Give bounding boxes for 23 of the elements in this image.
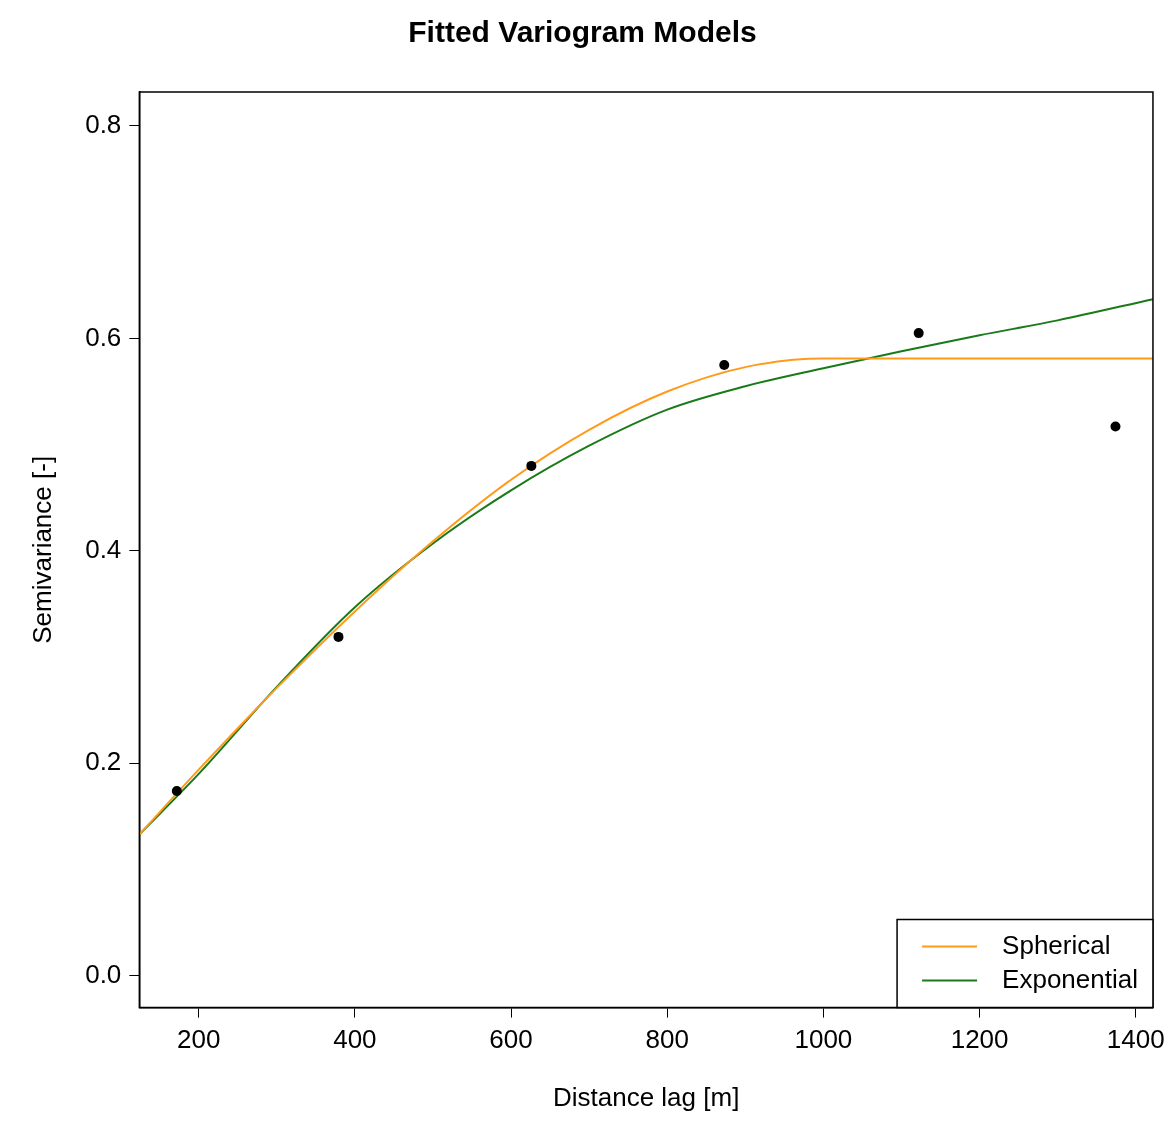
y-tick-label: 0.8 [85,109,122,140]
x-axis-title: Distance lag [m] [552,1081,740,1112]
x-tick-label: 400 [333,1024,377,1055]
y-axis-title: Semivariance [-] [26,455,57,644]
point [526,460,537,471]
point [333,631,344,642]
point [913,328,924,339]
point [171,785,182,796]
legend-label: Exponential [1002,963,1138,994]
point [719,359,730,370]
x-tick-label: 1000 [794,1024,853,1055]
y-tick-label: 0.4 [85,534,122,565]
chart-title: Fitted Variogram Models [408,15,757,49]
x-tick-label: 1400 [1106,1024,1165,1055]
x-tick-label: 600 [489,1024,533,1055]
point [1110,421,1121,432]
x-tick-label: 1200 [950,1024,1009,1055]
legend-label: Spherical [1002,929,1111,960]
y-tick-label: 0.0 [85,958,122,989]
x-tick-label: 800 [645,1024,689,1055]
x-tick-label: 200 [177,1024,221,1055]
y-tick-label: 0.2 [85,746,122,777]
y-tick-label: 0.6 [85,321,122,352]
